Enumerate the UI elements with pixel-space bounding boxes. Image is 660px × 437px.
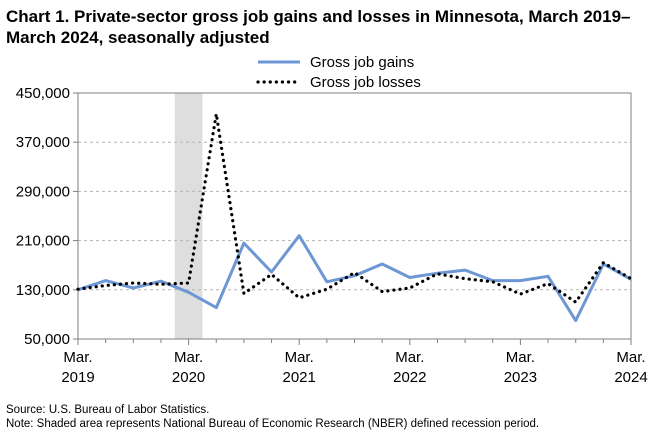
legend: Gross job gains Gross job losses bbox=[256, 54, 421, 91]
y-tick-label: 210,000 bbox=[16, 233, 70, 250]
x-tick-label-year: 2022 bbox=[393, 369, 426, 386]
x-tick-label-year: 2023 bbox=[504, 369, 537, 386]
x-tick-label-year: 2019 bbox=[61, 369, 94, 386]
legend-label-gross-job-losses: Gross job losses bbox=[310, 74, 421, 91]
recession-note: Note: Shaded area represents National Bu… bbox=[6, 418, 540, 430]
x-tick-label-month: Mar. bbox=[395, 349, 424, 366]
y-tick-label: 50,000 bbox=[24, 331, 70, 348]
plot-area-frame bbox=[77, 92, 632, 340]
x-tick-label-month: Mar. bbox=[506, 349, 535, 366]
y-tick-label: 130,000 bbox=[16, 282, 70, 299]
legend-label-gross-job-gains: Gross job gains bbox=[310, 54, 414, 71]
recession-shading bbox=[174, 93, 203, 339]
x-tick-label-month: Mar. bbox=[285, 349, 314, 366]
series-line-gross-job-losses bbox=[76, 112, 633, 304]
x-tick-label-month: Mar. bbox=[616, 349, 645, 366]
x-tick-label-year: 2020 bbox=[172, 369, 205, 386]
x-tick-label-year: 2021 bbox=[283, 369, 316, 386]
source-note: Source: U.S. Bureau of Labor Statistics. bbox=[6, 404, 210, 416]
y-tick-label: 290,000 bbox=[16, 183, 70, 200]
series-line-gross-job-gains bbox=[77, 234, 632, 323]
y-tick-label: 450,000 bbox=[16, 85, 70, 102]
x-tick-label-month: Mar. bbox=[63, 349, 92, 366]
y-tick-label: 370,000 bbox=[16, 134, 70, 151]
x-tick-label-year: 2024 bbox=[614, 369, 647, 386]
chart-title: Chart 1. Private-sector gross job gains … bbox=[6, 7, 631, 47]
x-tick-label-month: Mar. bbox=[174, 349, 203, 366]
